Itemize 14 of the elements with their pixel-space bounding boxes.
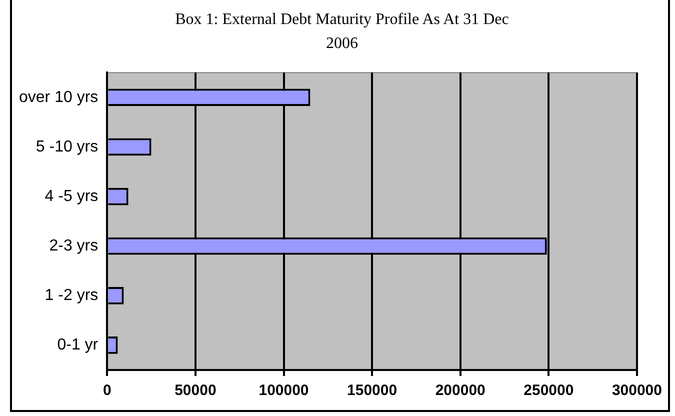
y-tick-label: 5 -10 yrs [36, 138, 98, 156]
x-tick-label: 100000 [258, 382, 309, 400]
y-tick-label: 4 -5 yrs [44, 188, 98, 205]
x-tick-label: 0 [102, 382, 112, 400]
x-tick-label: 200000 [435, 382, 486, 400]
y-tick-label: 1 -2 yrs [44, 287, 98, 304]
chart-title: Box 1: External Debt Maturity Profile As At 31 Dec 2006 [174, 10, 510, 54]
x-tick-label: 250000 [524, 382, 574, 400]
x-tick-label: 150000 [347, 382, 398, 400]
x-tick-label: 50000 [174, 382, 216, 400]
y-tick-label: 2-3 yrs [49, 237, 98, 254]
y-tick-label: over 10 yrs [19, 88, 98, 106]
x-tick-label: 300000 [612, 382, 662, 400]
y-tick-label: 0-1 yr [57, 336, 99, 354]
